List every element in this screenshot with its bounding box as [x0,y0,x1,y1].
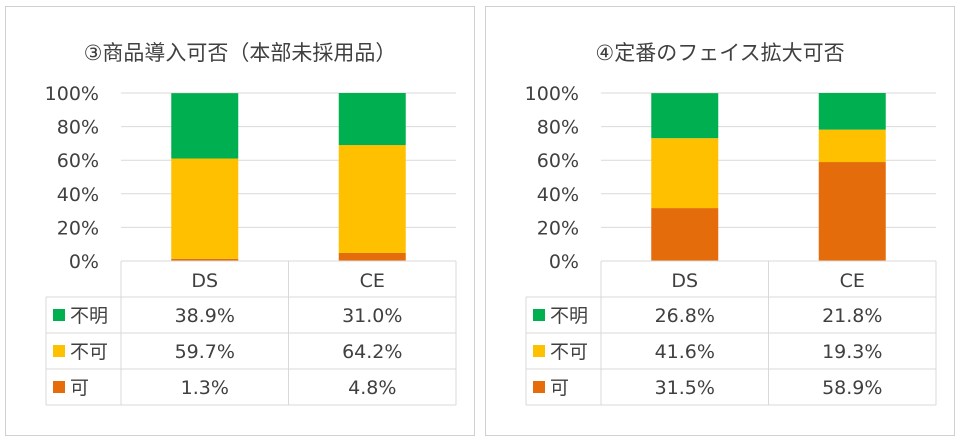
data-label: 19.3% [822,341,882,363]
chart-panel-product-introduction: ③商品導入可否（本部未採用品） 0% 20% 40% 60% 80% 100% DS CE 不明… [5,6,475,436]
data-label: 64.2% [342,341,402,363]
bar-segment [338,93,406,146]
legend-key [533,381,545,393]
data-label: 1.3% [181,377,229,399]
y-tick-label: 20% [537,217,579,239]
bar-segment [171,93,239,159]
category-label: DS [671,270,698,292]
data-label: 4.8% [348,377,396,399]
data-label: 38.9% [175,305,235,327]
y-tick-label: 40% [537,184,579,206]
legend-key [533,309,545,321]
y-tick-label: 100% [45,83,99,105]
stacked-bar-chart: 0% 20% 40% 60% 80% 100% DS CE 不明 26.8% 21.8% 不可 41.6… [525,83,937,406]
y-tick-label: 80% [57,117,99,139]
bar-segment [171,158,239,259]
legend-label: 不明 [550,305,588,327]
legend-label: 不可 [70,341,108,363]
bar-segment [651,208,719,261]
bar-segment [818,162,886,261]
legend-key [53,345,65,357]
bar-segment [651,93,719,139]
chart-title: ③商品導入可否（本部未採用品） [83,41,397,65]
y-tick-label: 60% [57,150,99,172]
data-label: 58.9% [822,377,882,399]
bar-segment [651,138,719,209]
legend-key [533,345,545,357]
y-tick-label: 20% [57,217,99,239]
data-label: 21.8% [822,305,882,327]
bar-segment [171,258,239,261]
y-tick-label: 80% [537,117,579,139]
y-tick-label: 100% [525,83,579,105]
category-label: DS [191,270,218,292]
category-label: CE [360,270,385,292]
bar-segment [338,252,406,261]
stacked-bar-chart: 0% 20% 40% 60% 80% 100% DS CE 不明 38.9% 31.0% 不可 59.7… [45,83,457,406]
data-label: 31.0% [342,305,402,327]
y-tick-label: 60% [537,150,579,172]
chart-title: ④定番のフェイス拡大可否 [595,41,845,65]
legend-label: 可 [70,377,89,399]
bar-segment [818,93,886,130]
bar-segment [338,145,406,253]
category-label: CE [840,270,865,292]
legend-label: 可 [550,377,569,399]
chart-panel-face-expansion: ④定番のフェイス拡大可否 0% 20% 40% 60% 80% 100% DS CE 不明 26.… [485,6,955,436]
data-label: 26.8% [655,305,715,327]
legend-label: 不明 [70,305,108,327]
data-label: 59.7% [175,341,235,363]
y-tick-label: 0% [549,251,579,273]
legend-key [53,309,65,321]
legend-key [53,381,65,393]
legend-label: 不可 [550,341,588,363]
bar-segment [818,129,886,163]
data-label: 41.6% [655,341,715,363]
data-label: 31.5% [655,377,715,399]
y-tick-label: 0% [69,251,99,273]
y-tick-label: 40% [57,184,99,206]
